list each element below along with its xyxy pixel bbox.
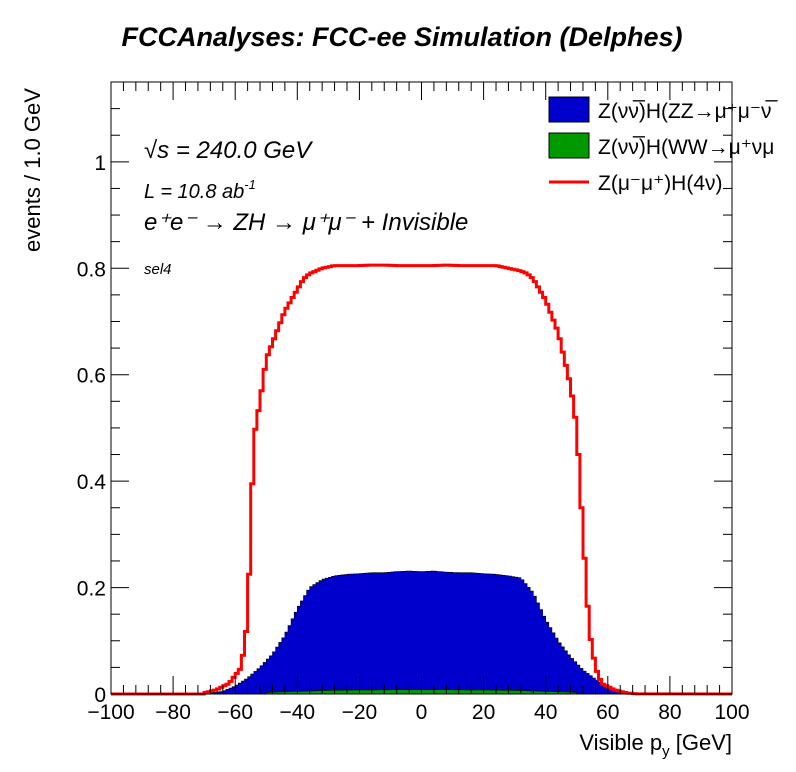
annotation-lumi: L = 10.8 ab-1 <box>144 177 256 203</box>
series-zz-area <box>210 570 646 695</box>
x-tick-label: −100 <box>87 701 134 724</box>
y-axis-label: events / 1.0 GeV <box>20 88 45 252</box>
annotation-lumi-text: L = 10.8 ab <box>144 181 244 203</box>
legend-swatch-ww <box>548 132 590 159</box>
legend-swatch-zz <box>548 96 590 123</box>
x-tick-label: 40 <box>534 701 557 724</box>
x-axis-label-unit: [GeV] <box>670 730 732 755</box>
annotation-selection: sel4 <box>144 261 172 278</box>
y-tick-label: 0.6 <box>77 365 106 388</box>
x-tick-label: 0 <box>416 701 428 724</box>
legend-label-ww: Z(νν̅)H(WW→μ⁺νμ <box>598 136 774 159</box>
x-axis-label-sub: y <box>662 743 670 760</box>
x-tick-label: 80 <box>658 701 681 724</box>
series-4nu-path <box>111 263 733 696</box>
x-axis-label: Visible py [GeV] <box>579 730 732 760</box>
chart-title: FCCAnalyses: FCC-ee Simulation (Delphes) <box>121 22 682 52</box>
y-tick-label: 0.4 <box>77 471 107 494</box>
x-tick-label: −40 <box>279 701 315 724</box>
y-tick-label: 0.2 <box>77 578 106 601</box>
x-tick-label: 100 <box>714 701 749 724</box>
legend-label-zz: Z(νν̅)H(ZZ→μ⁺μ⁻ν̅ <box>598 100 778 123</box>
x-tick-label: 20 <box>472 701 495 724</box>
annotation-lumi-exp: -1 <box>244 177 256 192</box>
legend: Z(νν̅)H(ZZ→μ⁺μ⁻ν̅ Z(νν̅)H(WW→μ⁺νμ Z(μ⁻μ⁺… <box>548 96 778 195</box>
x-tick-label: −60 <box>217 701 253 724</box>
legend-label-4nu: Z(μ⁻μ⁺)H(4ν) <box>598 172 723 195</box>
axes: −100 −80 −60 −40 −20 0 20 40 60 80 100 0 0.2 0.4 0.6 0.… <box>77 81 750 724</box>
annotation-sqrt-s: √s = 240.0 GeV <box>144 137 313 164</box>
x-tick-label: −20 <box>342 701 378 724</box>
series-zz-histogram <box>210 570 646 695</box>
annotation-process: e⁺e⁻ → ZH → μ⁺μ⁻ + Invisible <box>144 209 468 236</box>
y-tick-label: 0.8 <box>77 258 106 281</box>
y-tick-label: 0 <box>94 684 106 707</box>
x-tick-label: −80 <box>155 701 191 724</box>
y-axis-label-group: events / 1.0 GeV <box>20 88 45 252</box>
x-tick-label: 60 <box>596 701 619 724</box>
y-tick-label: 1 <box>94 152 106 175</box>
x-axis-label-main: Visible p <box>579 730 662 755</box>
series-4nu-line <box>111 263 733 696</box>
